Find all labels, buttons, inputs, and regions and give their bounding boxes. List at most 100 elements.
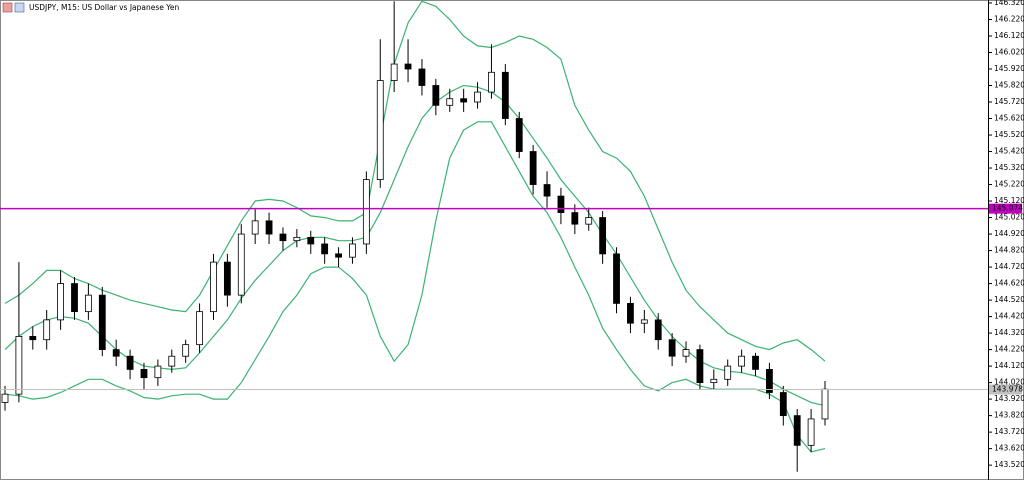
candle-body — [293, 236, 301, 242]
candle-body — [766, 369, 773, 393]
y-tick-label: 145.820 — [994, 81, 1024, 90]
y-tick-label: 144.620 — [994, 279, 1024, 288]
candle-body — [112, 349, 120, 357]
candle-body — [237, 233, 245, 296]
candle-body — [738, 355, 746, 367]
candle-body — [182, 344, 190, 357]
candle-body — [1, 393, 9, 403]
y-tick-label: 145.720 — [994, 97, 1024, 106]
y-tick-label: 144.420 — [994, 312, 1024, 321]
candle-body — [668, 339, 676, 357]
y-tick-label: 146.120 — [994, 31, 1024, 40]
candle-body — [335, 253, 342, 258]
price-label-box — [989, 203, 1022, 214]
candle-body — [154, 365, 162, 379]
y-tick-label: 144.720 — [994, 262, 1024, 271]
bollinger-band — [4, 0, 826, 362]
y-tick-label: 145.320 — [994, 163, 1024, 172]
candle-body — [529, 151, 537, 185]
candle-body — [43, 319, 51, 341]
candle-body — [210, 261, 217, 313]
candle-body — [29, 335, 37, 341]
candle-body — [779, 392, 787, 417]
candle-body — [418, 68, 426, 86]
chart-title: USDJPY, M15: US Dollar vs Japanese Yen — [29, 3, 179, 12]
y-tick-label: 146.320 — [994, 0, 1024, 7]
bollinger-band — [4, 121, 826, 453]
y-tick-label: 145.020 — [994, 213, 1024, 222]
candle-body — [710, 378, 718, 384]
symbol-icon — [2, 2, 13, 13]
candle-body — [140, 369, 148, 379]
y-tick-label: 143.920 — [994, 394, 1024, 403]
y-tick-label: 143.820 — [994, 411, 1024, 420]
candle-body — [515, 118, 523, 152]
y-tick-label: 146.220 — [994, 14, 1024, 23]
candle-body — [460, 98, 468, 103]
candle-body — [696, 349, 704, 384]
y-tick-label: 145.620 — [994, 114, 1024, 123]
candle-body — [98, 294, 106, 351]
candle-body — [404, 63, 412, 70]
candle-body — [585, 217, 593, 225]
timeframe-icon — [14, 2, 25, 13]
candle-body — [807, 418, 815, 446]
candle-body — [432, 85, 440, 106]
y-tick-label: 144.320 — [994, 328, 1024, 337]
candle-body — [376, 80, 384, 180]
candle-body — [15, 335, 23, 395]
y-tick-label: 145.120 — [994, 196, 1024, 205]
y-tick-label: 144.520 — [994, 295, 1024, 304]
y-tick-label: 145.520 — [994, 130, 1024, 139]
candle-body — [571, 212, 579, 225]
y-tick-label: 144.020 — [994, 378, 1024, 387]
candle-body — [71, 283, 78, 313]
y-tick-label: 145.220 — [994, 180, 1024, 189]
price-label: 145.074 — [992, 204, 1023, 213]
candle-body — [501, 71, 509, 119]
candle-body — [57, 283, 64, 321]
y-tick-label: 146.020 — [994, 47, 1024, 56]
candle-body — [752, 355, 759, 370]
y-tick-label: 144.220 — [994, 345, 1024, 354]
candle-body — [251, 220, 259, 235]
candle-body — [543, 184, 551, 197]
price-label: 143.978 — [992, 385, 1023, 394]
candle-body — [654, 319, 662, 341]
price-label-box — [989, 384, 1022, 395]
candle-body — [613, 253, 620, 304]
y-tick-label: 145.920 — [994, 64, 1024, 73]
candle-body — [724, 365, 732, 380]
y-tick-label: 144.120 — [994, 361, 1024, 370]
candle-body — [446, 98, 454, 106]
candle-body — [488, 71, 495, 93]
candle-body — [474, 91, 481, 103]
y-tick-label: 145.420 — [994, 147, 1024, 156]
candle-body — [223, 261, 231, 296]
candle-body — [682, 349, 690, 357]
candle-body — [126, 355, 134, 370]
y-tick-label: 143.620 — [994, 444, 1024, 453]
candle-body — [265, 220, 273, 235]
candle-body — [321, 243, 329, 255]
candle-body — [390, 63, 398, 81]
y-tick-label: 143.720 — [994, 427, 1024, 436]
candle-body — [279, 233, 287, 242]
candle-body — [196, 311, 203, 346]
candle-body — [640, 319, 648, 324]
y-tick-label: 144.820 — [994, 246, 1024, 255]
y-tick-label: 144.920 — [994, 229, 1024, 238]
candle-body — [349, 243, 356, 258]
candle-body — [627, 302, 634, 324]
candle-body — [821, 388, 829, 420]
candle-body — [793, 415, 801, 446]
candle-body — [557, 195, 565, 213]
candle-body — [84, 294, 92, 313]
candle-body — [307, 236, 315, 245]
y-tick-label: 143.520 — [994, 460, 1024, 469]
candle-body — [599, 217, 607, 255]
candle-body — [362, 179, 370, 245]
